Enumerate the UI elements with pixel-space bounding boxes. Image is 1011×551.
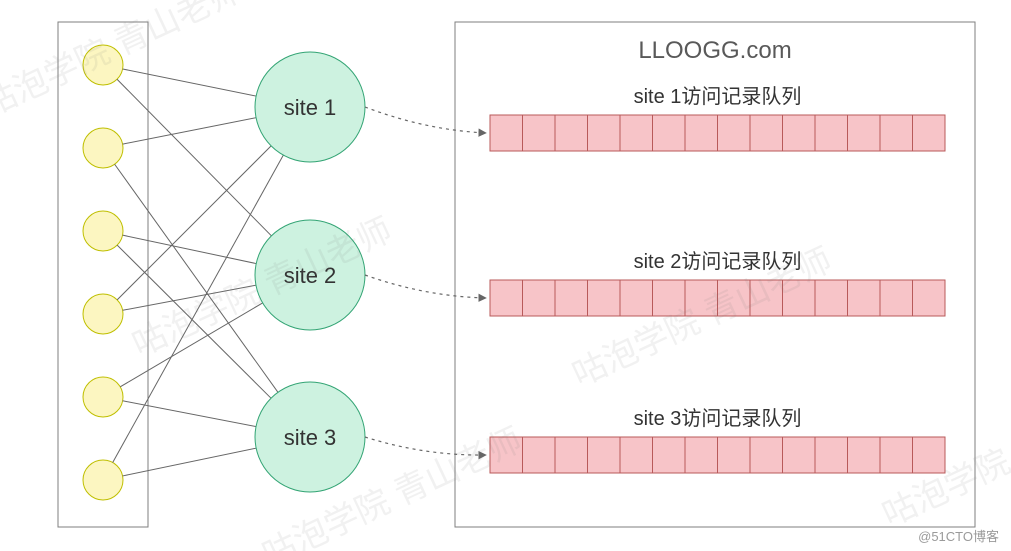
edge-source-to-site bbox=[123, 448, 257, 476]
source-node bbox=[83, 128, 123, 168]
edge-source-to-site bbox=[123, 401, 256, 427]
site-node-label: site 1 bbox=[284, 95, 337, 120]
source-node bbox=[83, 211, 123, 251]
queue-label: site 1访问记录队列 bbox=[634, 85, 802, 108]
source-node bbox=[83, 45, 123, 85]
attribution-text: @51CTO博客 bbox=[918, 526, 999, 545]
source-node bbox=[83, 460, 123, 500]
site-node-label: site 3 bbox=[284, 425, 337, 450]
edge-source-to-site bbox=[123, 69, 256, 96]
left-container bbox=[58, 22, 148, 527]
edge-source-to-site bbox=[117, 79, 271, 236]
site-node-label: site 2 bbox=[284, 263, 337, 288]
edge-site-to-queue bbox=[365, 107, 486, 133]
panel-title: LLOOGG.com bbox=[638, 37, 791, 64]
source-node bbox=[83, 377, 123, 417]
edge-source-to-site bbox=[113, 155, 284, 462]
edge-source-to-site bbox=[123, 118, 256, 144]
edge-site-to-queue bbox=[365, 437, 486, 455]
edge-source-to-site bbox=[123, 285, 256, 310]
edge-site-to-queue bbox=[365, 275, 486, 298]
edge-source-to-site bbox=[120, 303, 262, 387]
queue-label: site 2访问记录队列 bbox=[634, 250, 802, 273]
edge-source-to-site bbox=[117, 146, 271, 300]
queue-label: site 3访问记录队列 bbox=[634, 407, 802, 430]
source-node bbox=[83, 294, 123, 334]
